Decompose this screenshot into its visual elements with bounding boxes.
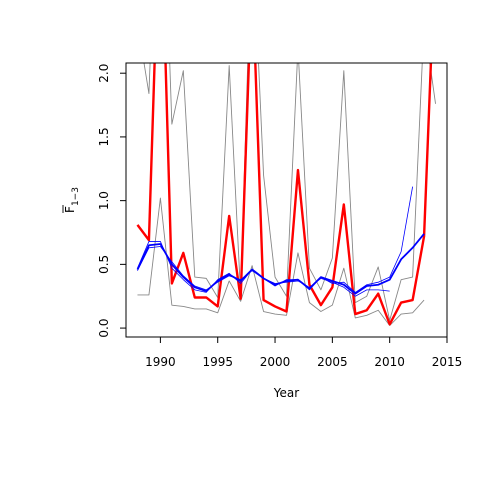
plot-frame xyxy=(125,62,448,338)
y-tick-label: 0.5 xyxy=(97,255,111,274)
svg-text:F1−3: F1−3 xyxy=(63,187,81,213)
series-line-grey-2 xyxy=(137,197,425,326)
y-tick-label: 1.5 xyxy=(97,127,111,146)
x-tick-label: 2010 xyxy=(374,355,405,369)
x-axis-label: Year xyxy=(273,386,299,400)
y-axis-label-subscript: 1−3 xyxy=(71,187,81,206)
x-tick-label: 2000 xyxy=(260,355,291,369)
series-line-blue-thin-5 xyxy=(137,186,414,293)
y-tick-label: 2.0 xyxy=(97,64,111,83)
x-tick-label: 2005 xyxy=(317,355,348,369)
series-line-grey-1 xyxy=(143,63,436,321)
series-line-red-3 xyxy=(136,63,433,326)
x-tick-label: 1995 xyxy=(202,355,233,369)
series-line-blue-thin-6 xyxy=(137,246,390,297)
y-axis-label-main: F xyxy=(63,206,77,213)
y-tick-label: 1.0 xyxy=(97,191,111,210)
x-axis: 1990 1995 2000 2005 2010 2015 xyxy=(145,337,462,369)
x-tick-label: 1990 xyxy=(145,355,176,369)
series-layer xyxy=(136,63,436,326)
x-tick-label: 2015 xyxy=(432,355,463,369)
y-axis: 0.0 0.5 1.0 1.5 2.0 xyxy=(97,64,126,338)
y-axis-label: F1−3 xyxy=(62,187,81,213)
y-tick-label: 0.0 xyxy=(97,319,111,338)
